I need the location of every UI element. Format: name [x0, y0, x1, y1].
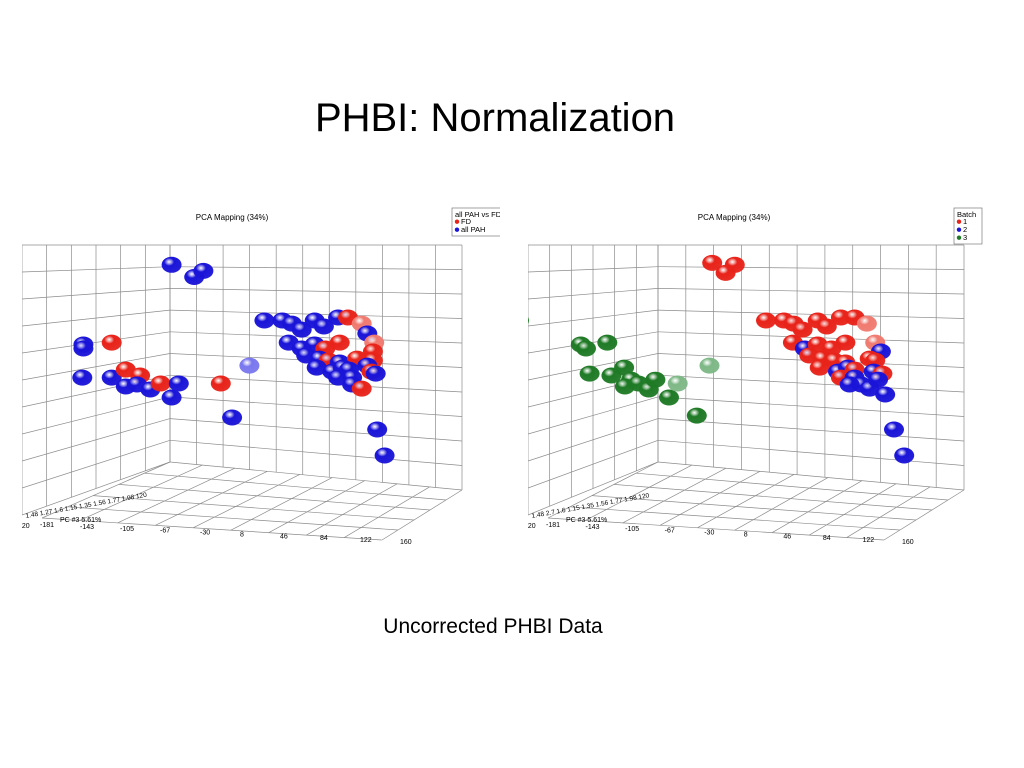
data-point: [839, 376, 860, 393]
data-point: [702, 254, 723, 271]
legend-label: all PAH: [461, 225, 485, 234]
data-point: [686, 407, 707, 424]
x-tick-label: 8: [240, 531, 244, 538]
data-point: [72, 369, 93, 386]
chart-title: PCA Mapping (34%): [698, 213, 771, 222]
data-point: [161, 256, 182, 273]
legend-swatch: [956, 235, 962, 240]
z-axis-label: PC #3 5.61%: [566, 517, 607, 524]
slide-caption: Uncorrected PHBI Data: [383, 615, 603, 638]
data-point: [291, 321, 312, 338]
data-point: [645, 371, 666, 388]
legend-title: all PAH vs FD: [455, 210, 500, 219]
data-point: [868, 371, 888, 388]
data-point: [193, 262, 214, 279]
legend-swatch: [454, 227, 460, 232]
x-tick-label: -181: [40, 522, 54, 529]
x-tick-label: 8: [744, 531, 748, 538]
data-point: [875, 386, 896, 403]
data-point: [579, 365, 600, 382]
data-point: [101, 369, 122, 386]
pca-grid: [527, 244, 965, 541]
x-tick-label: -181: [546, 522, 560, 529]
x-tick-label: -67: [665, 528, 675, 535]
data-point: [73, 340, 94, 357]
x-tick-label: 160: [902, 539, 914, 546]
data-point: [351, 380, 372, 397]
data-point: [884, 421, 904, 438]
data-point: [161, 389, 182, 406]
x-tick-label: -105: [120, 526, 134, 533]
data-point: [816, 318, 837, 335]
x-tick-label: 84: [823, 535, 831, 542]
data-point: [101, 334, 122, 351]
x-tick-label: 160: [400, 539, 412, 546]
data-point: [699, 357, 720, 374]
x-tick-label: 46: [783, 533, 791, 540]
legend-label: FD: [461, 217, 472, 226]
x-tick-label: -67: [160, 528, 170, 535]
data-point: [756, 312, 776, 329]
data-point: [856, 315, 877, 332]
pca-grid: [21, 244, 463, 541]
data-point: [830, 309, 851, 326]
legend-label: 3: [963, 233, 967, 242]
data-point: [210, 375, 231, 392]
legend-title: Batch: [957, 210, 976, 219]
x-tick-label: -143: [586, 524, 600, 531]
x-tick-label: -143: [80, 524, 94, 531]
z-tick-labels: 1.48 1.27 1.6 1.15 1.35 1.56 1.77 1.98 1…: [25, 492, 148, 520]
data-point: [792, 321, 813, 338]
slide-title: PHBI: Normalization: [314, 96, 676, 140]
data-point: [365, 365, 386, 382]
x-tick-label: -30: [200, 530, 210, 537]
x-tick-label: 122: [862, 537, 874, 544]
z-axis-label: PC #3 5.61%: [60, 517, 101, 524]
data-point: [222, 409, 243, 426]
data-point: [374, 447, 395, 464]
data-point: [329, 334, 350, 351]
pca-chart-left: PCA Mapping (34%) all PAH vs FD FD all PAH 2…: [0, 200, 509, 555]
x-tick-label: 84: [320, 535, 328, 542]
chart-title: PCA Mapping (34%): [196, 213, 269, 222]
legend-swatch: [956, 219, 962, 224]
data-point: [150, 375, 171, 392]
legend-swatch: [956, 227, 962, 232]
data-point: [809, 359, 830, 376]
data-point: [168, 375, 189, 392]
data-point: [367, 421, 388, 438]
data-point: [894, 447, 915, 464]
data-point: [239, 357, 260, 374]
legend-label: 1: [963, 217, 967, 226]
legend-swatch: [454, 219, 460, 224]
data-point: [306, 359, 327, 376]
data-point: [667, 375, 688, 392]
x-tick-label: 46: [280, 533, 288, 540]
data-point: [715, 264, 736, 281]
data-point: [835, 334, 856, 351]
data-points: [509, 254, 915, 464]
data-points: [0, 256, 395, 464]
legend-label: 2: [963, 225, 967, 234]
data-point: [576, 340, 596, 357]
x-tick-label: 122: [360, 537, 372, 544]
data-point: [614, 359, 635, 376]
x-tick-label: 220: [22, 523, 30, 530]
x-tick-label: 220: [528, 523, 536, 530]
x-tick-label: -30: [704, 530, 714, 537]
data-point: [597, 334, 618, 351]
data-point: [313, 318, 334, 335]
data-point: [254, 312, 275, 329]
data-point: [659, 389, 679, 406]
x-tick-label: -105: [625, 526, 639, 533]
